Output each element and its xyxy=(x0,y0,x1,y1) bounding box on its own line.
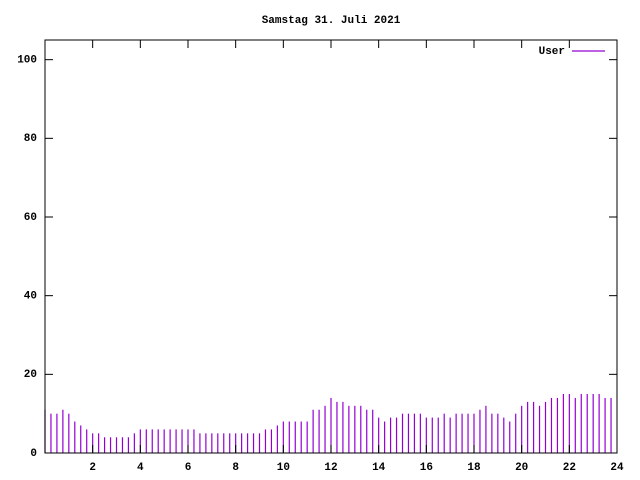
x-tick-label: 4 xyxy=(137,462,144,474)
y-tick-label: 0 xyxy=(30,448,37,460)
x-tick-label: 22 xyxy=(563,462,576,474)
y-tick-label: 20 xyxy=(24,369,37,381)
x-tick-label: 20 xyxy=(515,462,528,474)
x-tick-label: 2 xyxy=(89,462,96,474)
x-tick-label: 8 xyxy=(232,462,239,474)
x-tick-label: 16 xyxy=(420,462,433,474)
y-tick-label: 80 xyxy=(24,133,37,145)
x-tick-label: 10 xyxy=(277,462,290,474)
x-tick-label: 12 xyxy=(324,462,337,474)
y-tick-label: 40 xyxy=(24,291,37,303)
x-tick-label: 6 xyxy=(185,462,192,474)
x-tick-label: 14 xyxy=(372,462,386,474)
y-tick-label: 60 xyxy=(24,212,37,224)
chart-title: Samstag 31. Juli 2021 xyxy=(262,15,401,27)
y-tick-label: 100 xyxy=(17,55,37,67)
x-tick-label: 18 xyxy=(467,462,481,474)
legend-label: User xyxy=(539,46,565,58)
x-tick-label: 24 xyxy=(610,462,624,474)
plot-border xyxy=(44,39,618,454)
